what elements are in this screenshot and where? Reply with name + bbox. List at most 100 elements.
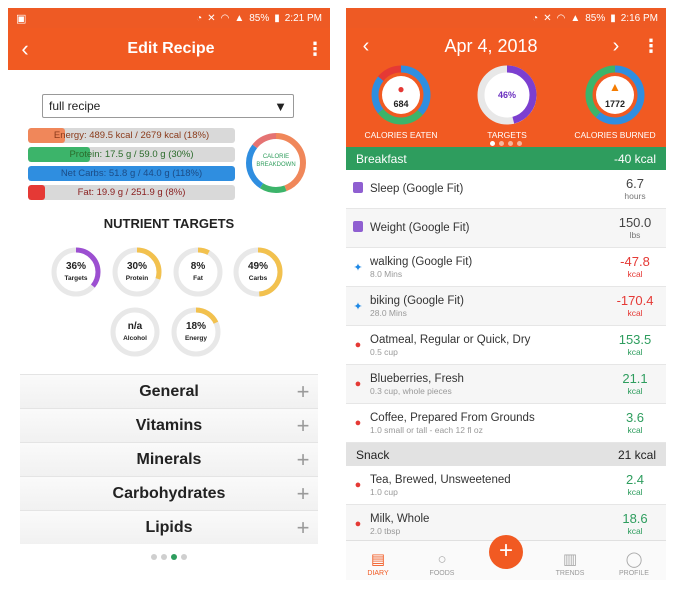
- snack-entries: ● Tea, Brewed, Unsweetened 1.0 cup 2.4 kca…: [346, 466, 666, 544]
- entry-value: 18.6: [622, 511, 648, 526]
- entry-unit: kcal: [627, 269, 643, 279]
- entry-value: -47.8: [620, 254, 650, 269]
- entry-name: Blueberries, Fresh: [370, 372, 464, 385]
- tab-diary[interactable]: ▤ DIARY: [346, 541, 410, 580]
- entry-info: Oatmeal, Regular or Quick, Dry 0.5 cup: [370, 334, 604, 357]
- sleep-icon-shape: [353, 182, 363, 193]
- entry-unit: kcal: [627, 347, 643, 357]
- battery-icon: ▮: [610, 12, 616, 24]
- diary-entry[interactable]: ✦ walking (Google Fit) 8.0 Mins -47.8 kcal: [346, 248, 666, 287]
- tab-foods[interactable]: ○ FOODS: [410, 541, 474, 580]
- page-dot[interactable]: [161, 554, 167, 560]
- section-label: Vitamins: [135, 416, 203, 434]
- breakfast-header[interactable]: Breakfast -40 kcal: [346, 147, 666, 170]
- status-bar: ▣ ◔ ✕ ◠ ▲ 85% ▮ 2:21 PM: [8, 8, 330, 28]
- plus-icon[interactable]: +: [296, 446, 310, 472]
- entry-name: walking (Google Fit): [370, 255, 473, 268]
- entry-value: -170.4: [616, 293, 654, 308]
- calories-eaten-ring[interactable]: ● 684: [370, 64, 432, 126]
- diary-entry[interactable]: ● Coffee, Prepared From Grounds 1.0 small…: [346, 404, 666, 443]
- entry-info: Tea, Brewed, Unsweetened 1.0 cup: [370, 474, 604, 497]
- target-value: 49%: [247, 261, 268, 272]
- section-carbohydrates[interactable]: Carbohydrates +: [20, 476, 318, 510]
- apple-outline-icon: ○: [437, 551, 447, 568]
- diary-entry[interactable]: Weight (Google Fit) 150.0 lbs: [346, 209, 666, 248]
- targets-label: TARGETS: [487, 130, 527, 140]
- page-dot[interactable]: [517, 141, 522, 146]
- apple-icon: ●: [397, 82, 405, 96]
- target-ring-carbs[interactable]: 49% Carbs: [232, 246, 284, 298]
- targets-ring[interactable]: 46%: [476, 64, 538, 126]
- recipe-select-value: full recipe: [49, 99, 101, 113]
- meal-name: Breakfast: [356, 151, 407, 166]
- diary-entry[interactable]: ● Blueberries, Fresh 0.3 cup, whole piece…: [346, 365, 666, 404]
- section-minerals[interactable]: Minerals +: [20, 442, 318, 476]
- apple-icon: ●: [354, 479, 362, 491]
- target-name: Alcohol: [123, 335, 147, 342]
- entry-amount: -47.8 kcal: [604, 254, 666, 280]
- plus-icon[interactable]: +: [296, 378, 310, 404]
- diary-entry[interactable]: ✦ biking (Google Fit) 28.0 Mins -170.4 kca…: [346, 287, 666, 326]
- page-dot[interactable]: [499, 141, 504, 146]
- battery-icon: ▮: [274, 12, 280, 24]
- entry-info: biking (Google Fit) 28.0 Mins: [370, 295, 604, 318]
- protein-bar-text: Protein: 17.5 g / 59.0 g (30%): [69, 149, 194, 160]
- net-carbs-bar-text: Net Carbs: 51.8 g / 44.0 g (118%): [60, 168, 203, 179]
- entry-sub: 0.3 cup, whole pieces: [370, 385, 452, 396]
- entry-value: 6.7: [625, 176, 645, 191]
- more-vert-icon[interactable]: ⋮: [642, 35, 660, 56]
- date-header: ‹ Apr 4, 2018 › ⋮: [346, 28, 666, 64]
- tab-trends[interactable]: ▥ TRENDS: [538, 541, 602, 580]
- page-dot-active[interactable]: [171, 554, 177, 560]
- plus-icon[interactable]: +: [296, 412, 310, 438]
- targets-value: 46%: [497, 90, 516, 100]
- target-ring-protein[interactable]: 30% Protein: [111, 246, 163, 298]
- entry-value: 3.6: [625, 410, 645, 425]
- calories-eaten-value: 684: [393, 99, 409, 109]
- entry-name: Coffee, Prepared From Grounds: [370, 411, 535, 424]
- add-entry-button[interactable]: +: [489, 535, 523, 569]
- calorie-breakdown-ring[interactable]: CALORIE BREAKDOWN: [244, 131, 308, 195]
- diary-date[interactable]: Apr 4, 2018: [444, 35, 538, 56]
- chevron-left-icon[interactable]: ‹: [362, 34, 370, 57]
- entry-value: 2.4: [625, 472, 645, 487]
- entry-value: 21.1: [622, 371, 648, 386]
- fat-bar: Fat: 19.9 g / 251.9 g (8%): [28, 185, 235, 200]
- book-icon: ▤: [370, 551, 386, 568]
- snack-header[interactable]: Snack 21 kcal: [346, 443, 666, 466]
- diary-entry[interactable]: ● Oatmeal, Regular or Quick, Dry 0.5 cup …: [346, 326, 666, 365]
- target-ring-targets[interactable]: 36% Targets: [50, 246, 102, 298]
- page-dot[interactable]: [181, 554, 187, 560]
- entry-sub: 2.0 tbsp: [370, 525, 401, 536]
- section-general[interactable]: General +: [20, 374, 318, 408]
- chevron-left-icon[interactable]: ‹: [21, 36, 29, 61]
- entry-info: Sleep (Google Fit): [370, 183, 604, 195]
- diary-entry[interactable]: ● Tea, Brewed, Unsweetened 1.0 cup 2.4 kca…: [346, 466, 666, 505]
- target-ring-fat[interactable]: 8% Fat: [172, 246, 224, 298]
- calories-burned-ring[interactable]: ▲ 1772: [584, 64, 646, 126]
- page-dot[interactable]: [508, 141, 513, 146]
- page-dot-active[interactable]: [490, 141, 495, 146]
- calories-burned-label: CALORIES BURNED: [574, 130, 656, 140]
- calories-eaten-label: CALORIES EATEN: [364, 130, 438, 140]
- diary-entry[interactable]: Sleep (Google Fit) 6.7 hours: [346, 170, 666, 209]
- target-ring-energy[interactable]: 18% Energy: [170, 306, 222, 358]
- target-ring-alcohol[interactable]: n/a Alcohol: [109, 306, 161, 358]
- tab-profile[interactable]: ◯ PROFILE: [602, 541, 666, 580]
- section-lipids[interactable]: Lipids +: [20, 510, 318, 544]
- wifi-icon: ◠: [556, 12, 566, 24]
- recipe-select[interactable]: full recipe ▼: [42, 94, 294, 118]
- protein-bar-fill: [28, 147, 91, 162]
- apple-icon: ●: [354, 339, 362, 351]
- plus-icon[interactable]: +: [296, 514, 310, 540]
- entry-amount: 18.6 kcal: [604, 511, 666, 537]
- target-value: 30%: [126, 261, 147, 272]
- page-dot[interactable]: [151, 554, 157, 560]
- section-vitamins[interactable]: Vitamins +: [20, 408, 318, 442]
- plus-icon[interactable]: +: [296, 480, 310, 506]
- chevron-right-icon[interactable]: ›: [612, 34, 620, 57]
- entry-unit: hours: [624, 191, 646, 201]
- more-vert-icon[interactable]: ⋮: [306, 38, 324, 59]
- entry-amount: 3.6 kcal: [604, 410, 666, 436]
- weight-icon-shape: [353, 221, 363, 232]
